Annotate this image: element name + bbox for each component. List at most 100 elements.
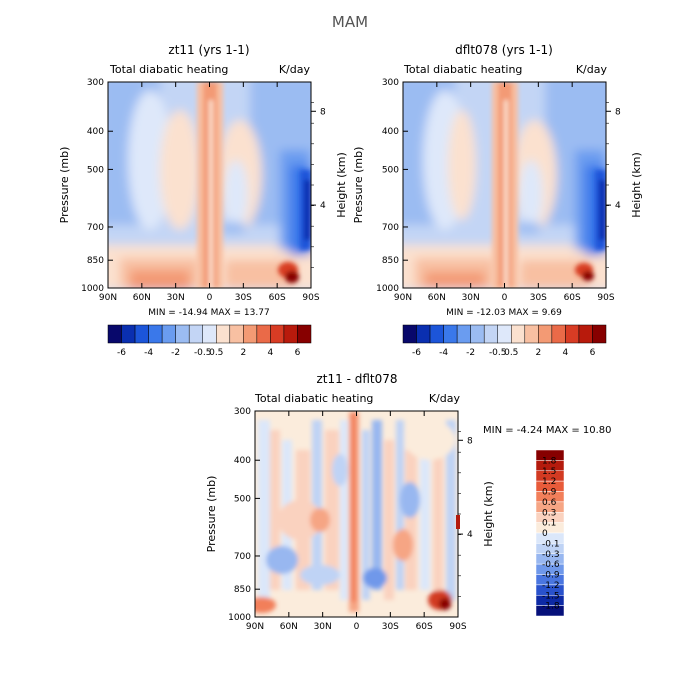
colorbar-label: 1.5 [542, 467, 556, 477]
y2-tick-label: 8 [320, 107, 326, 117]
y-tick-label: 1000 [376, 284, 399, 294]
y-tick-label: 1000 [81, 284, 104, 294]
y2-axis-label: Height (km) [335, 152, 348, 218]
y2-axis-label: Height (km) [630, 152, 643, 218]
y-tick-label: 850 [87, 256, 104, 266]
left-string: Total diabatic heating [254, 392, 373, 405]
y-tick-label: 300 [234, 407, 251, 417]
colorbar-label: 0 [542, 529, 548, 539]
colorbar-label: -2 [171, 348, 180, 358]
y-tick-label: 300 [382, 78, 399, 88]
colorbar-label: -4 [439, 348, 448, 358]
panel-title: zt11 - dflt078 [316, 372, 397, 386]
x-tick-label: 60S [269, 293, 286, 303]
colorbar-label: -1.8 [542, 602, 560, 612]
x-tick-label: 30N [314, 622, 332, 632]
min-max-label: MIN = -14.94 MAX = 13.77 [148, 308, 269, 318]
colorbar-swatch [134, 324, 149, 344]
colorbar-swatch [402, 324, 417, 344]
y2-tick-label: 4 [615, 201, 621, 211]
y-tick-label: 500 [382, 165, 399, 175]
x-tick-label: 90S [597, 293, 614, 303]
x-tick-label: 90N [99, 293, 117, 303]
y2-tick-label: 8 [615, 107, 621, 117]
colorbar-swatch [202, 324, 217, 344]
heatmap-field [255, 411, 458, 617]
y-axis-label: Pressure (mb) [205, 476, 218, 553]
colorbar-swatch [283, 324, 298, 344]
colorbar-label: -1.5 [542, 591, 560, 601]
colorbar-label: 6 [295, 348, 301, 358]
colorbar-label: 0.1 [542, 519, 556, 529]
colorbar-label: -6 [117, 348, 126, 358]
x-tick-label: 0 [207, 293, 213, 303]
heatmap-field [108, 82, 311, 288]
colorbar-swatch [416, 324, 431, 344]
colorbar-swatch [538, 324, 553, 344]
colorbar-swatch [107, 324, 122, 344]
colorbar-label: -0.5 [194, 348, 212, 358]
colorbar-swatch [270, 324, 285, 344]
y-tick-label: 700 [382, 223, 399, 233]
colorbar-swatch [551, 324, 566, 344]
x-tick-label: 90S [302, 293, 319, 303]
colorbar-label: -0.3 [542, 550, 560, 560]
y-tick-label: 1000 [228, 613, 251, 623]
y2-tick-label: 4 [467, 530, 473, 540]
colorbar-swatch [297, 324, 312, 344]
y-tick-label: 500 [87, 165, 104, 175]
panel-zt11: zt11 (yrs 1-1) Total diabatic heating K/… [58, 43, 348, 358]
colorbar-label: -0.6 [542, 560, 560, 570]
colorbar-label: 0.5 [209, 348, 223, 358]
y-tick-label: 850 [382, 256, 399, 266]
colorbar-swatch [565, 324, 580, 344]
x-tick-label: 60S [416, 622, 433, 632]
y-tick-label: 700 [87, 223, 104, 233]
colorbar-swatch [161, 324, 176, 344]
colorbar-label: 1.2 [542, 477, 556, 487]
colorbar-swatch [511, 324, 526, 344]
y-axis-label: Pressure (mb) [58, 147, 71, 224]
x-tick-label: 60S [564, 293, 581, 303]
y-tick-label: 850 [234, 585, 251, 595]
y-tick-label: 700 [234, 552, 251, 562]
colorbar-label: -1.2 [542, 581, 560, 591]
y-tick-label: 300 [87, 78, 104, 88]
colorbar-label: -0.1 [542, 539, 560, 549]
colorbar-swatch [175, 324, 190, 344]
min-max-label: MIN = -12.03 MAX = 9.69 [446, 308, 562, 318]
x-tick-label: 60N [133, 293, 151, 303]
x-tick-label: 30N [462, 293, 480, 303]
y-tick-label: 400 [234, 456, 251, 466]
x-tick-label: 0 [354, 622, 360, 632]
colorbar-label: 2 [535, 348, 541, 358]
colorbar-swatch [456, 324, 471, 344]
colorbar-swatch [148, 324, 163, 344]
colorbar-label: -6 [412, 348, 421, 358]
panel-difference: zt11 - dflt078 Total diabatic heating K/… [205, 372, 612, 632]
colorbar-swatch [524, 324, 539, 344]
units-label: K/day [429, 392, 461, 405]
colorbar-swatch [243, 324, 258, 344]
x-tick-label: 90S [449, 622, 466, 632]
y2-tick-label: 4 [320, 201, 326, 211]
colorbar-label: 1.8 [542, 456, 557, 466]
colorbar-label: 0.9 [542, 488, 557, 498]
panel-title: zt11 (yrs 1-1) [168, 43, 249, 57]
heatmap-field [403, 82, 606, 288]
edge-marker [456, 515, 460, 529]
colorbar-label: -0.9 [542, 571, 560, 581]
colorbar-swatch [121, 324, 136, 344]
x-tick-label: 30S [382, 622, 399, 632]
y-tick-label: 500 [234, 494, 251, 504]
y2-axis-label: Height (km) [482, 481, 495, 547]
colorbar-label: 4 [563, 348, 569, 358]
colorbar-label: -2 [466, 348, 475, 358]
y-tick-label: 400 [382, 127, 399, 137]
colorbar-swatch [443, 324, 458, 344]
x-tick-label: 60N [280, 622, 298, 632]
colorbar-swatch [429, 324, 444, 344]
y2-tick-label: 8 [467, 436, 473, 446]
figure-title: MAM [332, 13, 368, 31]
